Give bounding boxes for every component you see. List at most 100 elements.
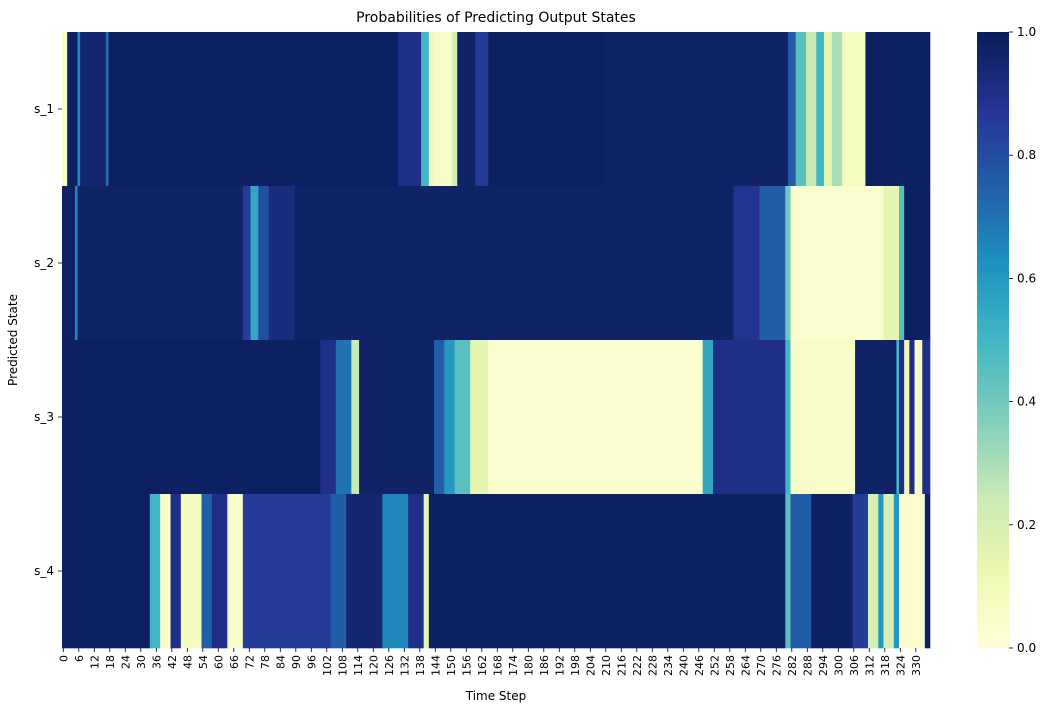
x-tick-label: 48 [181,655,194,669]
heatmap-cell [865,32,931,187]
x-tick-label: 102 [321,655,334,676]
x-tick-label: 288 [801,655,814,676]
heatmap-cell [904,340,910,495]
heatmap-cell [868,494,879,649]
heatmap-cell [899,340,905,495]
x-tick-label: 6 [73,655,86,662]
heatmap-cell [893,494,900,649]
heatmap-cell [294,186,734,341]
x-tick-label: 120 [367,655,380,676]
heatmap-cell [74,186,78,341]
heatmap-cell [733,186,760,341]
heatmap-cell [227,494,244,649]
x-tick-label: 126 [383,655,396,676]
heatmap-cell [77,32,81,187]
heatmap-cell [759,186,786,341]
heatmap-cell [922,340,931,495]
x-tick-label: 54 [197,655,210,669]
heatmap-row-s_4 [62,494,931,649]
x-tick-label: 78 [259,655,272,669]
x-tick-label: 108 [336,655,349,676]
heatmap-cell [242,494,331,649]
heatmap-cell [160,494,171,649]
x-tick-label: 42 [166,655,179,669]
heatmap-cell [488,340,703,495]
x-tick-label: 84 [274,655,287,669]
heatmap-cell [702,340,714,495]
heatmap-cell [785,340,791,495]
heatmap-cell [790,340,856,495]
heatmap-cell [382,494,409,649]
x-tick-label: 30 [135,655,148,669]
heatmap-row-s_3 [62,340,931,495]
x-tick-label: 174 [507,655,520,676]
heatmap-cell [397,32,422,187]
heatmap-cell [785,494,791,649]
x-tick-label: 144 [429,655,442,676]
x-tick-label: 216 [615,655,628,676]
colorbar-tick-label: 0.4 [1017,395,1036,409]
x-tick-label: 198 [569,655,582,676]
heatmap-cell [883,494,895,649]
heatmap-cell [268,186,295,341]
heatmap-cell [806,32,817,187]
heatmap-cell [787,32,796,187]
heatmap-row-s_1 [62,32,931,187]
x-tick-label: 246 [693,655,706,676]
heatmap-cell [795,32,807,187]
heatmap-row-s_2 [62,186,931,341]
x-tick-label: 318 [879,655,892,676]
x-tick-label: 294 [817,655,830,676]
x-tick-label: 96 [305,655,318,669]
heatmap-cell [428,494,786,649]
heatmap-cell [62,494,151,649]
heatmap-cell [67,32,78,187]
heatmap-cell [346,494,383,649]
x-tick-label: 162 [476,655,489,676]
x-tick-label: 192 [553,655,566,676]
heatmap-cell [454,340,471,495]
x-tick-label: 156 [460,655,473,676]
colorbar-tick-label: 0.6 [1017,271,1036,285]
x-tick-label: 114 [352,655,365,676]
x-tick-label: 270 [755,655,768,676]
x-tick-label: 72 [243,655,256,669]
heatmap-cell [604,32,789,187]
heatmap-cell [914,340,923,495]
heatmap-cell [475,32,489,187]
heatmap-cell [811,494,853,649]
x-tick-label: 132 [398,655,411,676]
x-tick-label: 240 [677,655,690,676]
heatmap-cell [105,32,109,187]
heatmap-cell [824,32,833,187]
heatmap-cell [428,32,435,187]
x-tick-label: 252 [708,655,721,676]
heatmap-cell [408,494,424,649]
x-axis-label: Time Step [465,689,527,703]
x-tick-label: 300 [832,655,845,676]
heatmap-cell [444,340,455,495]
heatmap-cell [924,494,931,649]
x-tick-label: 330 [910,655,923,676]
chart-title: Probabilities of Predicting Output State… [356,10,636,26]
heatmap-cell [713,340,786,495]
heatmap-cell [883,186,900,341]
x-tick-label: 258 [724,655,737,676]
y-tick-label: s_4 [34,564,54,578]
x-tick-label: 228 [646,655,659,676]
y-tick-label: s_2 [34,256,54,270]
x-tick-label: 90 [290,655,303,669]
x-tick-label: 138 [414,655,427,676]
heatmap-cell [785,186,791,341]
x-tick-label: 180 [522,655,535,676]
heatmap-cell [359,340,435,495]
x-tick-label: 18 [104,655,117,669]
heatmap-cell [149,494,161,649]
y-axis-ticks: s_1 s_2 s_3 s_4 [34,102,62,578]
heatmap-cell [470,340,489,495]
colorbar-tick-label: 0.8 [1017,148,1036,162]
x-tick-label: 276 [770,655,783,676]
colorbar [977,32,1009,648]
heatmap-cell [180,494,202,649]
